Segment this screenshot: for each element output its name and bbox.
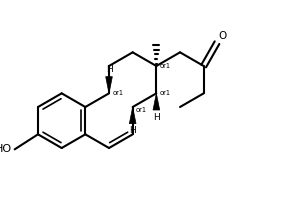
Text: or1: or1 [136,107,147,113]
Text: or1: or1 [160,63,171,69]
Text: O: O [219,31,227,41]
Text: H: H [153,113,160,122]
Polygon shape [129,107,136,124]
Text: H: H [106,65,112,74]
Polygon shape [106,77,112,93]
Text: H: H [129,126,136,135]
Text: HO: HO [0,144,12,154]
Polygon shape [153,93,160,110]
Text: or1: or1 [112,90,123,96]
Text: or1: or1 [160,90,171,96]
